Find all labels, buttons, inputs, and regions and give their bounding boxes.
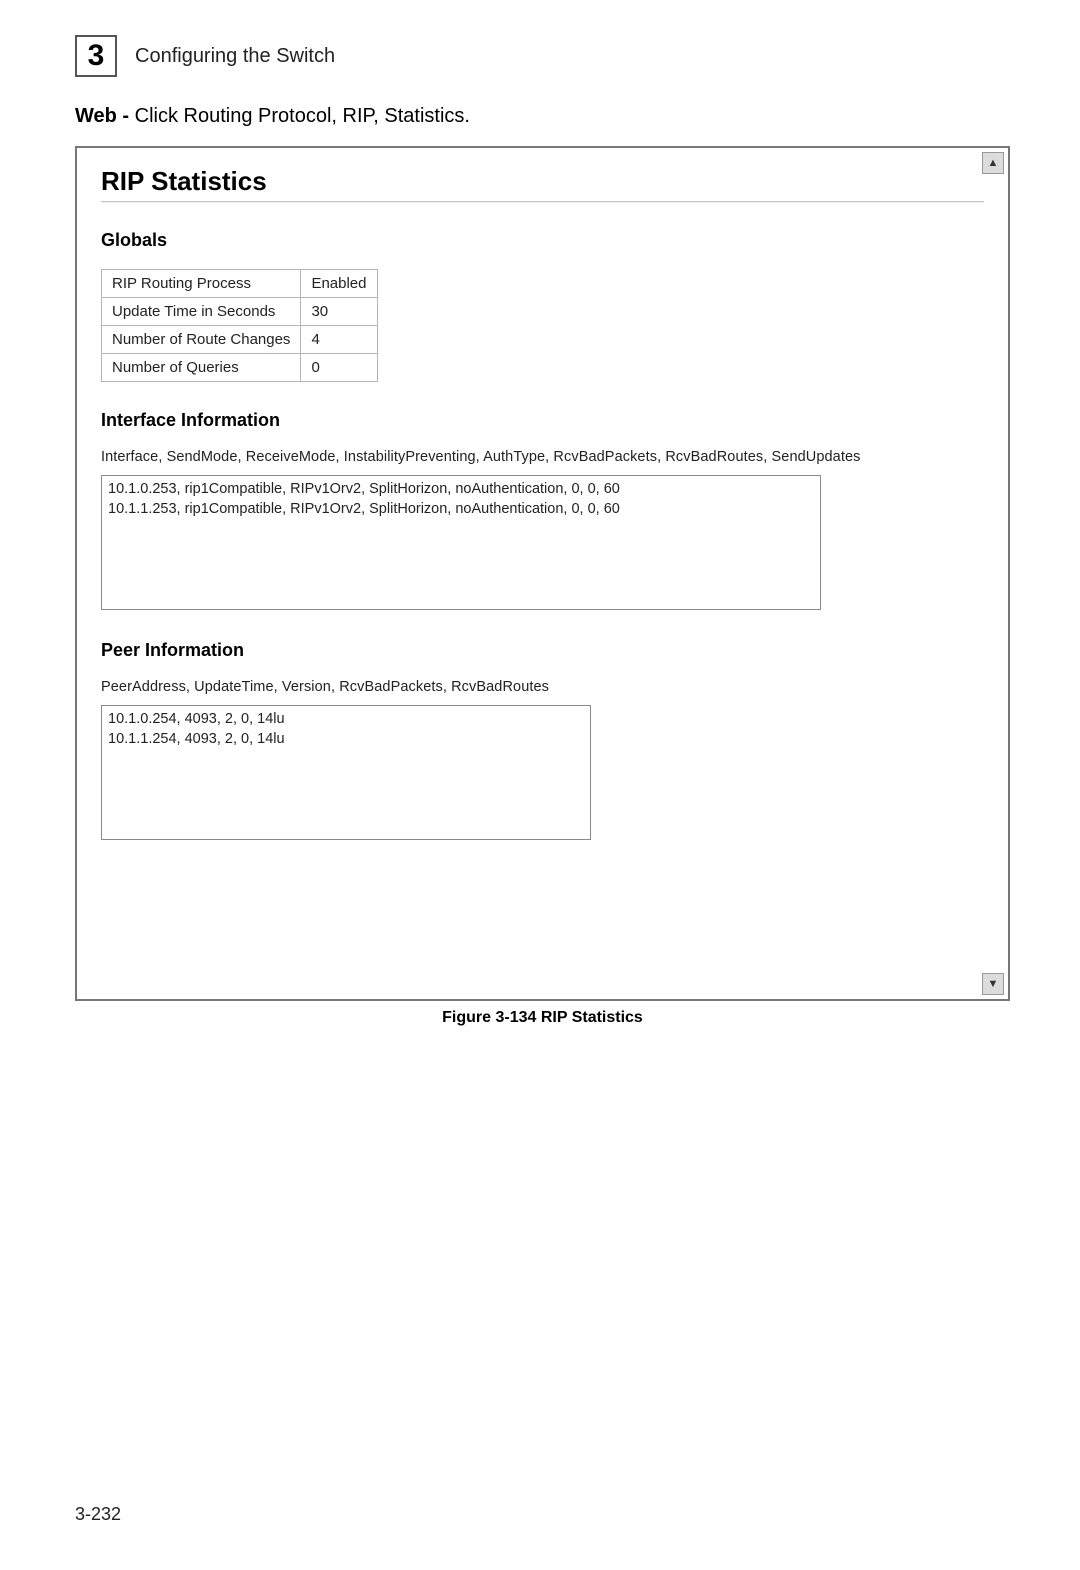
interface-listbox[interactable]: 10.1.0.253, rip1Compatible, RIPv1Orv2, S…: [101, 475, 821, 610]
list-item[interactable]: 10.1.1.254, 4093, 2, 0, 14lu: [108, 730, 584, 750]
chapter-header: 3 Configuring the Switch: [75, 35, 1010, 77]
scroll-up-button[interactable]: ▲: [982, 152, 1004, 174]
globals-value: Enabled: [301, 270, 377, 298]
globals-label: RIP Routing Process: [102, 270, 301, 298]
list-item[interactable]: 10.1.1.253, rip1Compatible, RIPv1Orv2, S…: [108, 500, 814, 520]
globals-value: 4: [301, 326, 377, 354]
page-title: RIP Statistics: [101, 166, 984, 197]
chapter-title: Configuring the Switch: [135, 45, 335, 68]
peer-listbox[interactable]: 10.1.0.254, 4093, 2, 0, 14lu 10.1.1.254,…: [101, 705, 591, 840]
chapter-number-badge: 3: [75, 35, 117, 77]
navigation-instruction: Web - Click Routing Protocol, RIP, Stati…: [75, 105, 1010, 128]
figure-caption: Figure 3-134 RIP Statistics: [75, 1009, 1010, 1027]
table-row: Number of Queries 0: [102, 354, 378, 382]
globals-table: RIP Routing Process Enabled Update Time …: [101, 269, 378, 382]
globals-label: Number of Queries: [102, 354, 301, 382]
globals-label: Update Time in Seconds: [102, 298, 301, 326]
globals-heading: Globals: [101, 230, 984, 251]
page-number: 3-232: [75, 1504, 121, 1525]
panel-content: RIP Statistics Globals RIP Routing Proce…: [77, 148, 1008, 840]
globals-value: 30: [301, 298, 377, 326]
nav-text: Click Routing Protocol, RIP, Statistics.: [135, 105, 470, 127]
screenshot-frame: ▲ ▼ RIP Statistics Globals RIP Routing P…: [75, 146, 1010, 1001]
globals-label: Number of Route Changes: [102, 326, 301, 354]
globals-value: 0: [301, 354, 377, 382]
peer-heading: Peer Information: [101, 640, 984, 661]
scroll-down-button[interactable]: ▼: [982, 973, 1004, 995]
title-divider: [101, 201, 984, 202]
nav-prefix: Web -: [75, 105, 135, 127]
list-item[interactable]: 10.1.0.254, 4093, 2, 0, 14lu: [108, 710, 584, 730]
list-item[interactable]: 10.1.0.253, rip1Compatible, RIPv1Orv2, S…: [108, 480, 814, 500]
table-row: RIP Routing Process Enabled: [102, 270, 378, 298]
interface-columns: Interface, SendMode, ReceiveMode, Instab…: [101, 449, 984, 465]
table-row: Update Time in Seconds 30: [102, 298, 378, 326]
table-row: Number of Route Changes 4: [102, 326, 378, 354]
interface-heading: Interface Information: [101, 410, 984, 431]
peer-columns: PeerAddress, UpdateTime, Version, RcvBad…: [101, 679, 984, 695]
